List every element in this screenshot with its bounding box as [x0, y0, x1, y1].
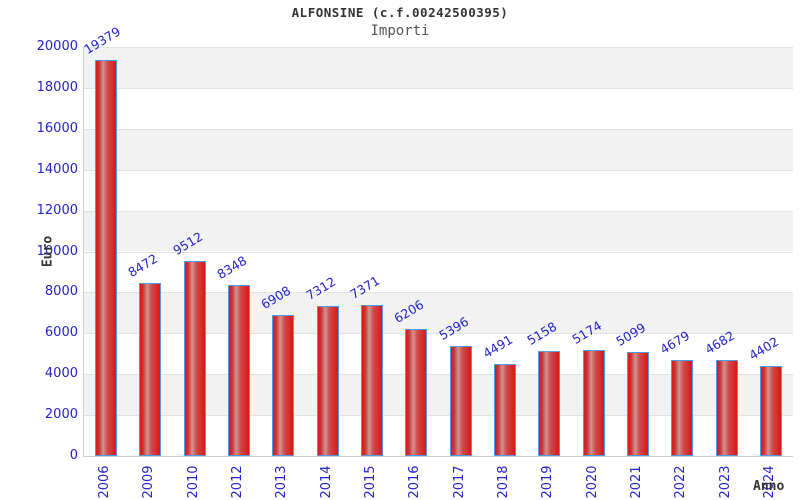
x-tick-label: 2017: [451, 465, 467, 499]
y-axis-title: Euro: [40, 235, 56, 268]
gridline: [84, 374, 793, 376]
x-tick-label: 2023: [717, 465, 733, 499]
bar: [671, 360, 694, 456]
bar: [715, 360, 738, 456]
bar: [626, 351, 649, 456]
bar: [272, 314, 295, 456]
x-axis-title: Anno: [753, 479, 785, 494]
y-tick-label: 20000: [36, 39, 78, 54]
bar: [538, 350, 561, 456]
gridline: [84, 333, 793, 335]
x-tick-label: 2020: [584, 465, 600, 499]
y-tick-label: 12000: [36, 202, 78, 218]
x-tick-label: 2012: [230, 465, 246, 499]
gridline: [84, 415, 793, 417]
x-tick-label: 2021: [628, 465, 644, 499]
bar: [361, 305, 384, 456]
bar: [228, 285, 251, 456]
x-tick-label: 2009: [141, 465, 157, 499]
x-tick-label: 2018: [495, 465, 511, 499]
y-tick-label: 18000: [36, 79, 78, 95]
gridline: [84, 210, 793, 212]
x-tick-label: 2022: [673, 465, 689, 499]
gridline: [84, 47, 793, 48]
background-band: [84, 87, 793, 129]
gridline: [84, 128, 793, 130]
bar: [449, 345, 472, 456]
background-band: [84, 210, 793, 252]
x-tick-label: 2010: [185, 465, 201, 499]
x-tick-label: 2019: [540, 465, 556, 499]
chart-title: ALFONSINE (c.f.00242500395): [291, 5, 509, 20]
bar: [405, 329, 428, 456]
y-tick-label: 4000: [44, 366, 78, 382]
chart-subtitle: Importi: [370, 23, 430, 39]
plot-area: 19379 8472 9512 8348 6908 7312 7371 6206 5396 449…: [81, 23, 793, 457]
background-band: [84, 128, 793, 170]
x-tick-label: 2016: [407, 465, 423, 499]
y-tick-label: 10000: [36, 243, 78, 259]
bar: [183, 261, 206, 456]
x-tick-label: 2014: [318, 465, 334, 499]
gridline: [84, 251, 793, 253]
bar: [493, 364, 516, 456]
gridline: [84, 87, 793, 89]
y-tick-label: 2000: [44, 407, 78, 423]
background-band: [84, 47, 793, 88]
y-tick-label: 8000: [44, 284, 78, 300]
x-tick-label: 2013: [274, 465, 290, 499]
bar: [582, 350, 605, 456]
bar: [316, 306, 339, 456]
bar: [95, 59, 118, 456]
gridline: [84, 169, 793, 171]
gridline: [84, 292, 793, 294]
y-tick-label: 16000: [36, 120, 78, 136]
bar: [139, 282, 162, 456]
y-tick-label: 6000: [44, 325, 78, 341]
bar: [759, 365, 782, 456]
y-tick-label: 0: [69, 448, 78, 463]
background-band: [84, 169, 793, 211]
x-tick-label: 2006: [97, 465, 113, 499]
x-tick-label: 2015: [363, 465, 379, 499]
y-tick-label: 14000: [36, 161, 78, 177]
